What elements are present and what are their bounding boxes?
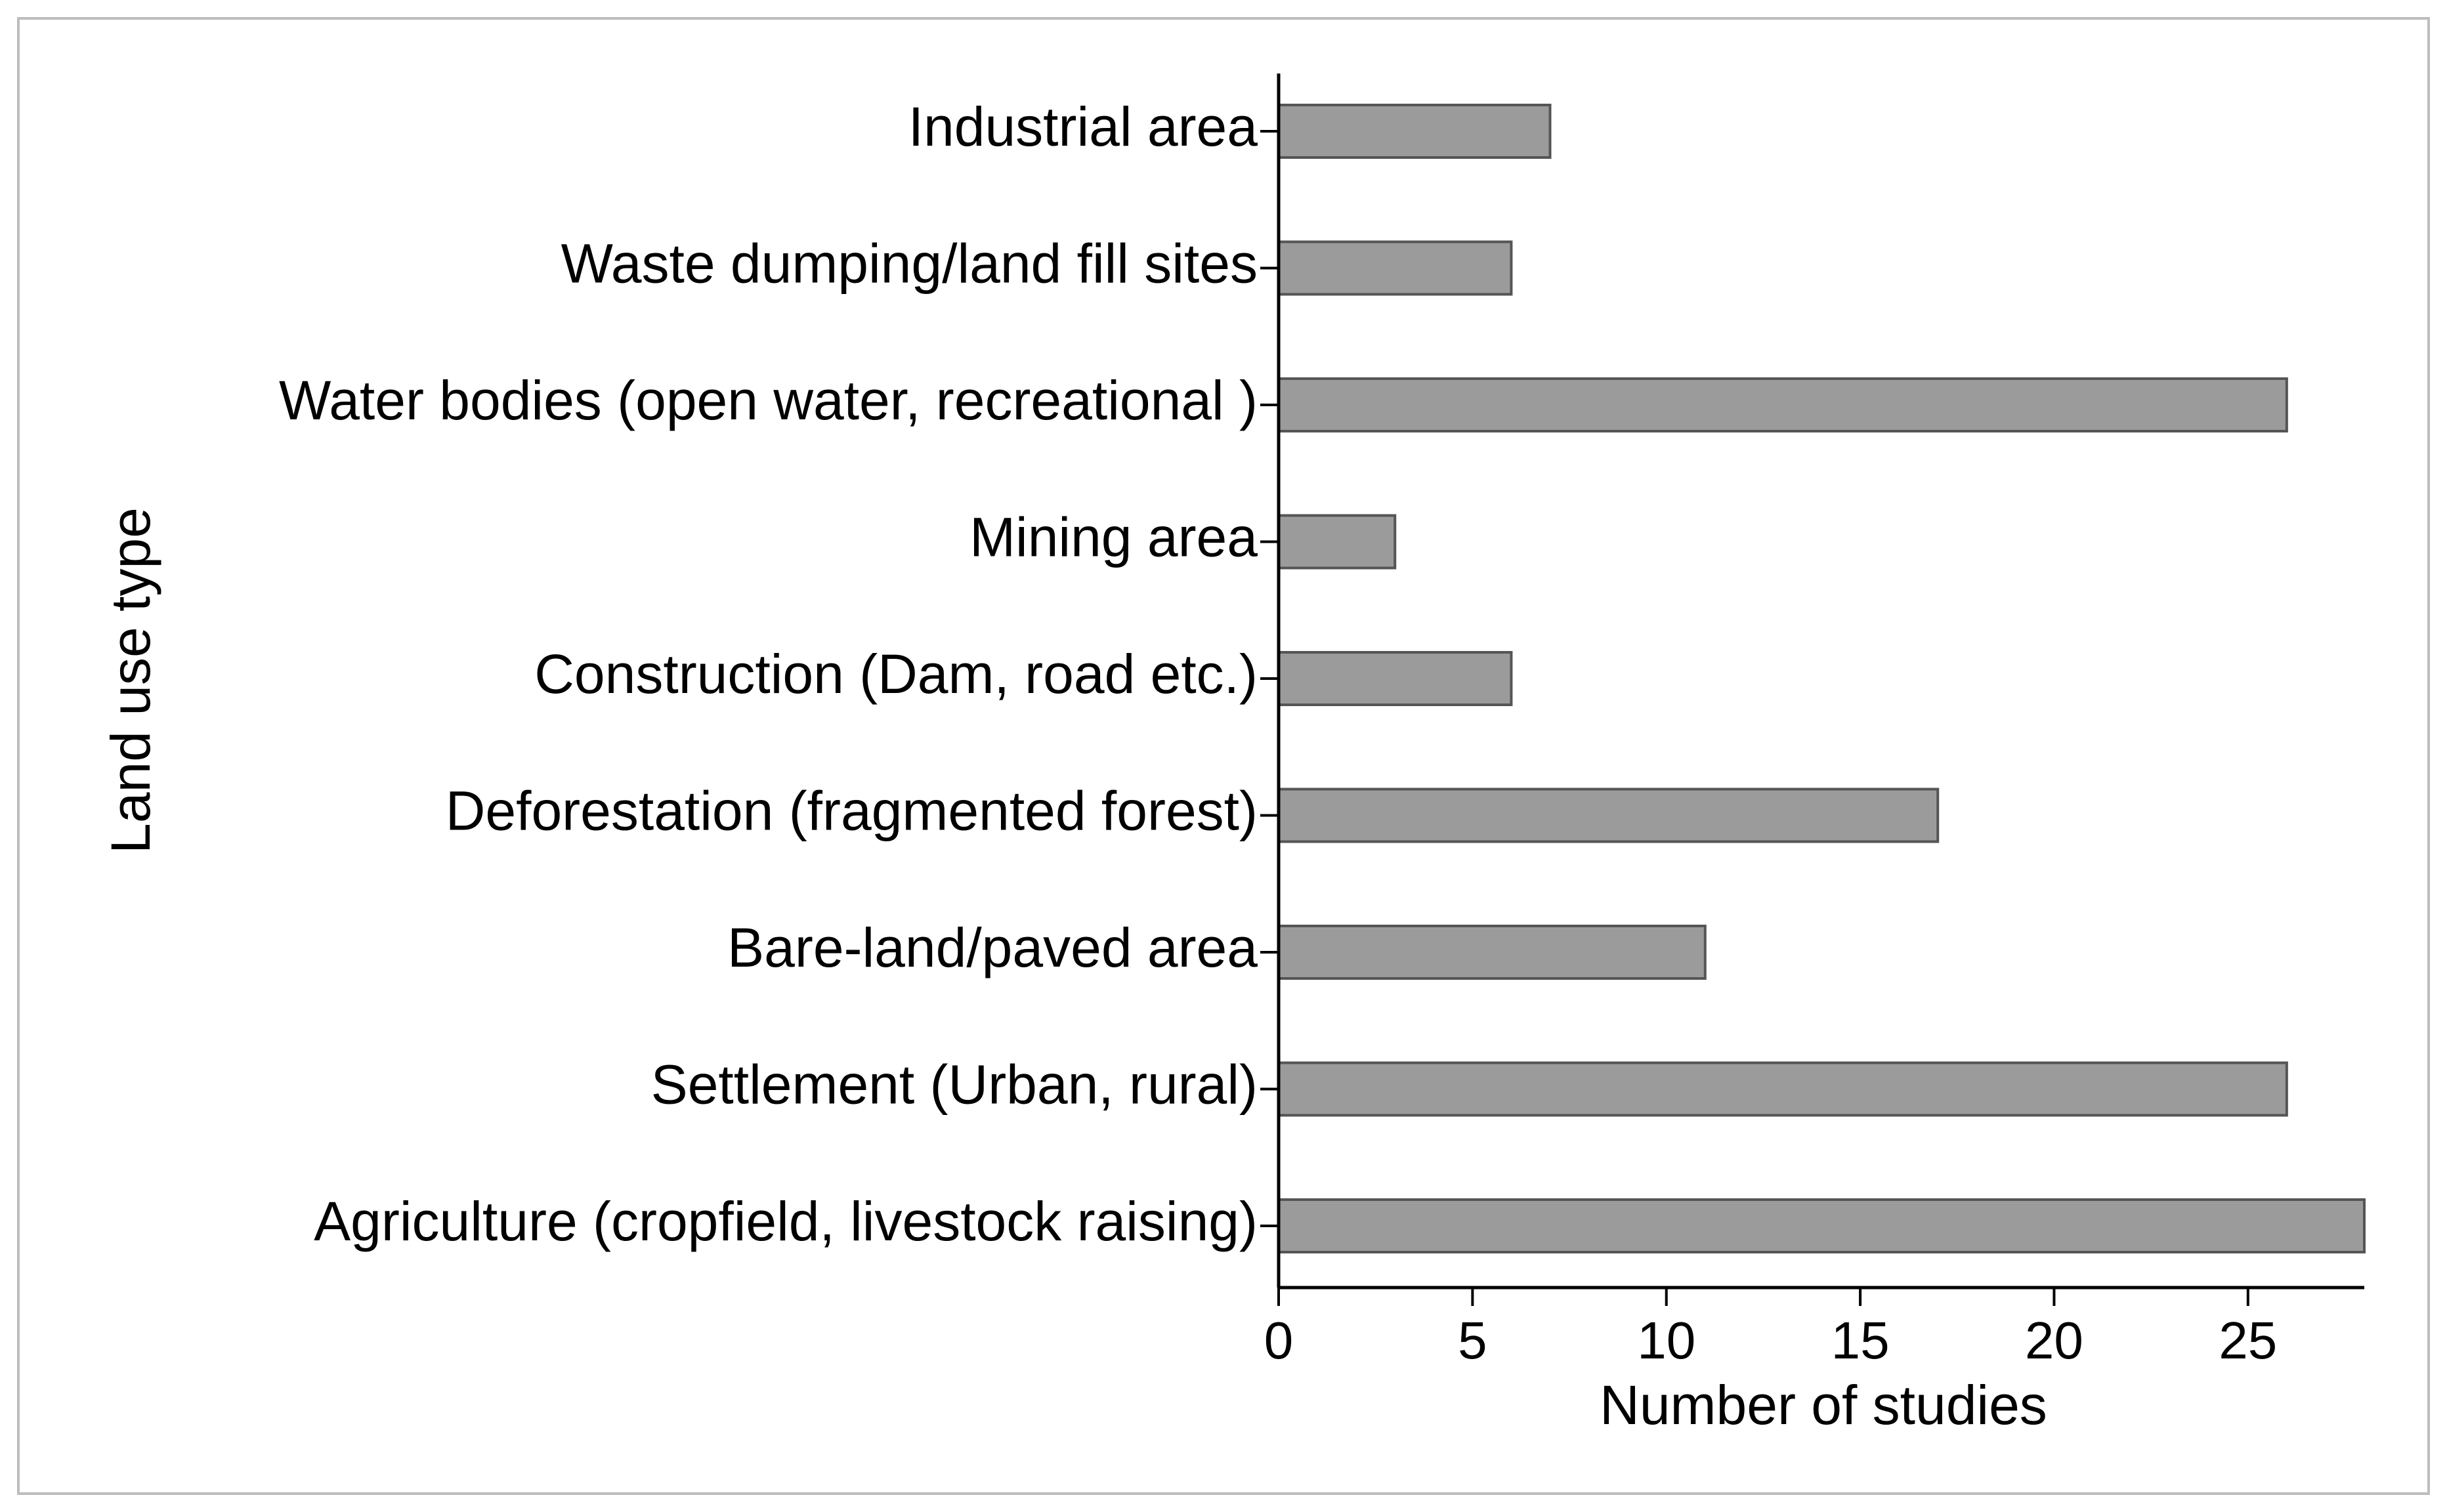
bar [1277, 788, 1940, 843]
y-tick-label: Agriculture (cropfield, livestock raisin… [314, 1190, 1258, 1252]
x-tick-label: 0 [1264, 1311, 1294, 1370]
x-tick-label: 20 [2025, 1311, 2083, 1370]
y-tick-label: Waste dumping/land fill sites [561, 233, 1258, 295]
y-tick-label: Settlement (Urban, rural) [651, 1054, 1258, 1116]
x-tick-label: 25 [2219, 1311, 2277, 1370]
x-tick-label: 5 [1458, 1311, 1487, 1370]
bars-layer [1277, 104, 2366, 1253]
x-tick-label: 10 [1637, 1311, 1695, 1370]
y-tick-label: Bare-land/paved area [727, 917, 1258, 978]
labels-layer: Industrial area Waste dumping/land fill s… [279, 96, 2277, 1370]
y-tick-label: Construction (Dam, road etc.) [534, 643, 1258, 705]
y-tick-label: Deforestation (fragmented forest) [446, 780, 1258, 842]
bar [1277, 1198, 2366, 1253]
bar [1277, 240, 1513, 296]
bar [1277, 377, 2288, 432]
y-axis-title: Land use type [100, 507, 161, 854]
y-tick-label: Water bodies (open water, recreational ) [279, 369, 1258, 431]
bar [1277, 1061, 2288, 1117]
y-tick-label: Mining area [969, 507, 1258, 568]
bar [1277, 651, 1513, 706]
y-tick-label: Industrial area [908, 96, 1258, 158]
bar [1277, 514, 1397, 570]
x-axis-title: Number of studies [1600, 1374, 2047, 1436]
axes-layer [1260, 74, 2364, 1306]
x-tick-label: 15 [1831, 1311, 1890, 1370]
bar [1277, 925, 1707, 980]
bar [1277, 104, 1552, 159]
